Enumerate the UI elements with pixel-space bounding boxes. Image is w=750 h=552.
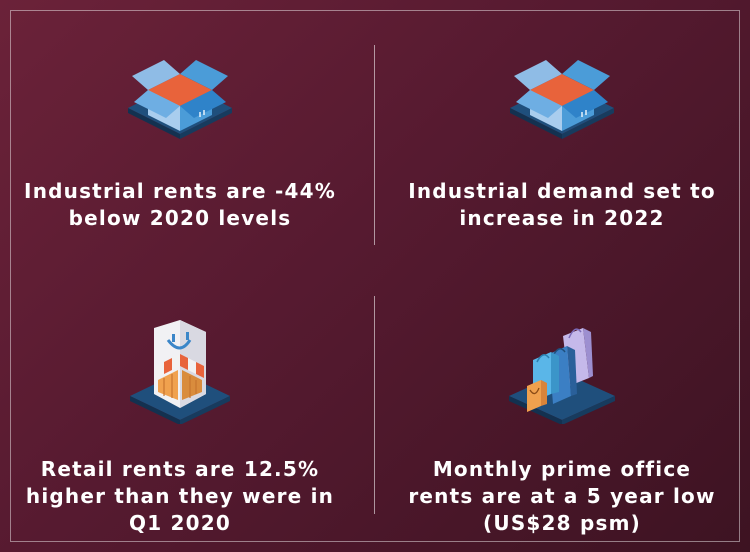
stat-industrial-demand: Industrial demand set to increase in 202… xyxy=(382,0,742,232)
shopfront-icon xyxy=(130,320,230,424)
stat-caption: Industrial demand set to increase in 202… xyxy=(408,179,716,230)
stat-retail-rents: Retail rents are 12.5% higher than they … xyxy=(0,276,360,537)
stat-industrial-rents: Industrial rents are -44% below 2020 lev… xyxy=(0,0,360,232)
stat-caption: Retail rents are 12.5% higher than they … xyxy=(25,457,335,535)
vertical-divider-top xyxy=(374,45,375,245)
open-box-icon xyxy=(510,60,614,139)
vertical-divider-bottom xyxy=(374,296,375,514)
shopping-bags-icon xyxy=(509,328,615,424)
open-box-icon xyxy=(128,60,232,139)
stat-caption: Monthly prime office rents are at a 5 ye… xyxy=(408,457,716,535)
stat-caption: Industrial rents are -44% below 2020 lev… xyxy=(24,179,336,230)
stat-office-rents: Monthly prime office rents are at a 5 ye… xyxy=(382,276,742,537)
